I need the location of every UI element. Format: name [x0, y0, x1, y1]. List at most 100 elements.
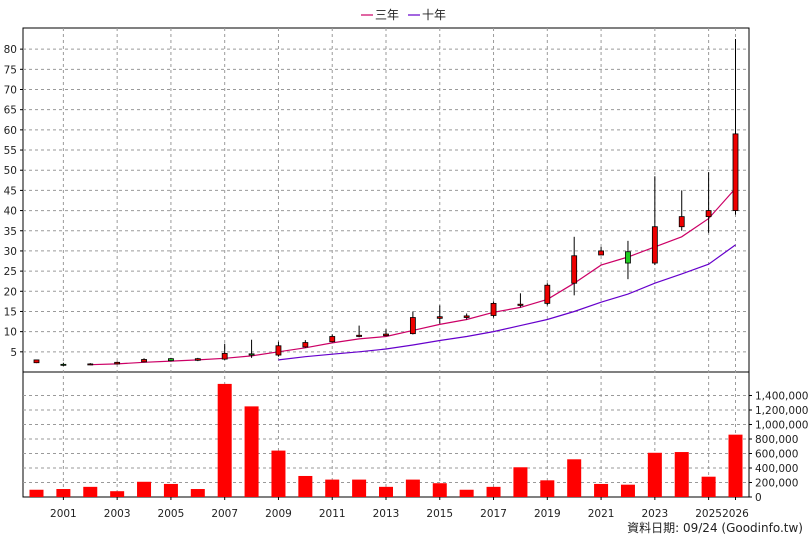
candle-body: [141, 359, 147, 363]
legend-label-three-year: 三年: [375, 8, 399, 22]
axes: 51015202530354045505560657075800200,0004…: [4, 44, 808, 520]
volume-bar: [486, 486, 501, 497]
year-tick-label: 2001: [50, 508, 77, 520]
year-tick-label: 2003: [104, 508, 131, 520]
volume-bar: [674, 452, 689, 497]
price-tick-label: 45: [4, 185, 17, 197]
volume-tick-label: 600,000: [755, 449, 798, 461]
candle-body: [571, 255, 578, 284]
volume-bar: [137, 481, 152, 497]
price-tick-label: 25: [4, 266, 17, 278]
volume-tick-label: 200,000: [755, 478, 798, 490]
price-tick-label: 15: [4, 306, 17, 318]
candle-body: [678, 216, 685, 228]
candle-body: [383, 333, 389, 337]
candle-body: [490, 302, 497, 316]
price-tick-label: 55: [4, 145, 17, 157]
volume-bar: [567, 459, 582, 497]
volume-bar: [163, 483, 178, 497]
volume-bar: [56, 489, 71, 497]
legend-label-ten-year: 十年: [422, 8, 446, 22]
volume-bar: [271, 450, 286, 497]
price-tick-label: 80: [4, 44, 17, 56]
candle-body: [194, 358, 201, 361]
volume-bar: [325, 479, 340, 497]
volume-tick-label: 0: [755, 492, 762, 504]
volume-bar: [432, 483, 447, 497]
year-tick-label: 2019: [534, 508, 561, 520]
price-tick-label: 65: [4, 105, 17, 117]
data-source-note: 資料日期: 09/24 (Goodinfo.tw): [627, 521, 803, 535]
year-tick-label: 2025: [695, 508, 722, 520]
year-tick-label: 2011: [319, 508, 346, 520]
price-tick-label: 35: [4, 226, 17, 238]
candle-body: [625, 251, 631, 264]
candle-body: [248, 353, 255, 356]
price-tick-label: 70: [4, 85, 17, 97]
volume-bar: [190, 489, 205, 497]
year-tick-label: 2026: [722, 508, 749, 520]
year-tick-label: 2005: [158, 508, 185, 520]
candle-body: [409, 317, 416, 335]
price-tick-label: 20: [4, 286, 17, 298]
volume-bar: [405, 479, 420, 497]
volume-bar: [594, 483, 609, 497]
volume-bar: [298, 475, 313, 497]
price-tick-label: 75: [4, 64, 17, 76]
volume-tick-label: 1,200,000: [755, 405, 808, 417]
year-tick-label: 2013: [373, 508, 400, 520]
year-tick-label: 2015: [426, 508, 453, 520]
candle-body: [60, 363, 67, 366]
candle-body: [436, 316, 443, 319]
candle-body: [705, 210, 712, 218]
year-tick-label: 2023: [641, 508, 668, 520]
volume-bar: [620, 484, 635, 497]
candle-body: [221, 353, 228, 360]
candle-body: [33, 359, 40, 364]
volume-bar: [244, 406, 259, 497]
volume-bar: [513, 467, 528, 497]
candle-body: [302, 342, 309, 348]
candle-body: [517, 303, 524, 306]
price-tick-label: 10: [4, 327, 17, 339]
candle-body: [114, 361, 121, 365]
candle-body: [87, 363, 94, 366]
candle-body: [544, 284, 551, 304]
chart-legend: 三年 十年: [361, 8, 446, 22]
candle-body: [598, 250, 604, 256]
candle-body: [329, 336, 336, 343]
candle-body: [275, 345, 282, 356]
volume-bars: [29, 383, 743, 497]
price-tick-label: 30: [4, 246, 17, 258]
candle-body: [168, 358, 174, 362]
volume-bar: [110, 491, 125, 497]
volume-bar: [728, 434, 743, 497]
year-tick-label: 2017: [480, 508, 507, 520]
candle-body: [732, 133, 739, 211]
year-tick-label: 2009: [265, 508, 292, 520]
volume-bar: [379, 486, 393, 497]
volume-bar: [459, 489, 474, 497]
volume-bar: [352, 479, 367, 497]
volume-bar: [83, 486, 98, 497]
volume-tick-label: 1,000,000: [755, 420, 808, 432]
year-tick-label: 2021: [588, 508, 615, 520]
price-tick-label: 5: [10, 347, 17, 359]
volume-bar: [217, 383, 232, 497]
price-candles: [33, 39, 739, 366]
volume-bar: [701, 476, 716, 497]
price-tick-label: 60: [4, 125, 17, 137]
year-tick-label: 2007: [211, 508, 238, 520]
volume-tick-label: 1,400,000: [755, 391, 808, 403]
candle-body: [356, 334, 363, 337]
volume-tick-label: 800,000: [755, 434, 798, 446]
volume-bar: [647, 452, 662, 497]
volume-bar: [540, 480, 555, 497]
candle-body: [651, 226, 658, 264]
series-line-ten-year: [278, 244, 736, 361]
candle-body: [463, 315, 470, 318]
volume-bar: [29, 489, 44, 497]
price-tick-label: 50: [4, 165, 17, 177]
volume-tick-label: 400,000: [755, 463, 798, 475]
